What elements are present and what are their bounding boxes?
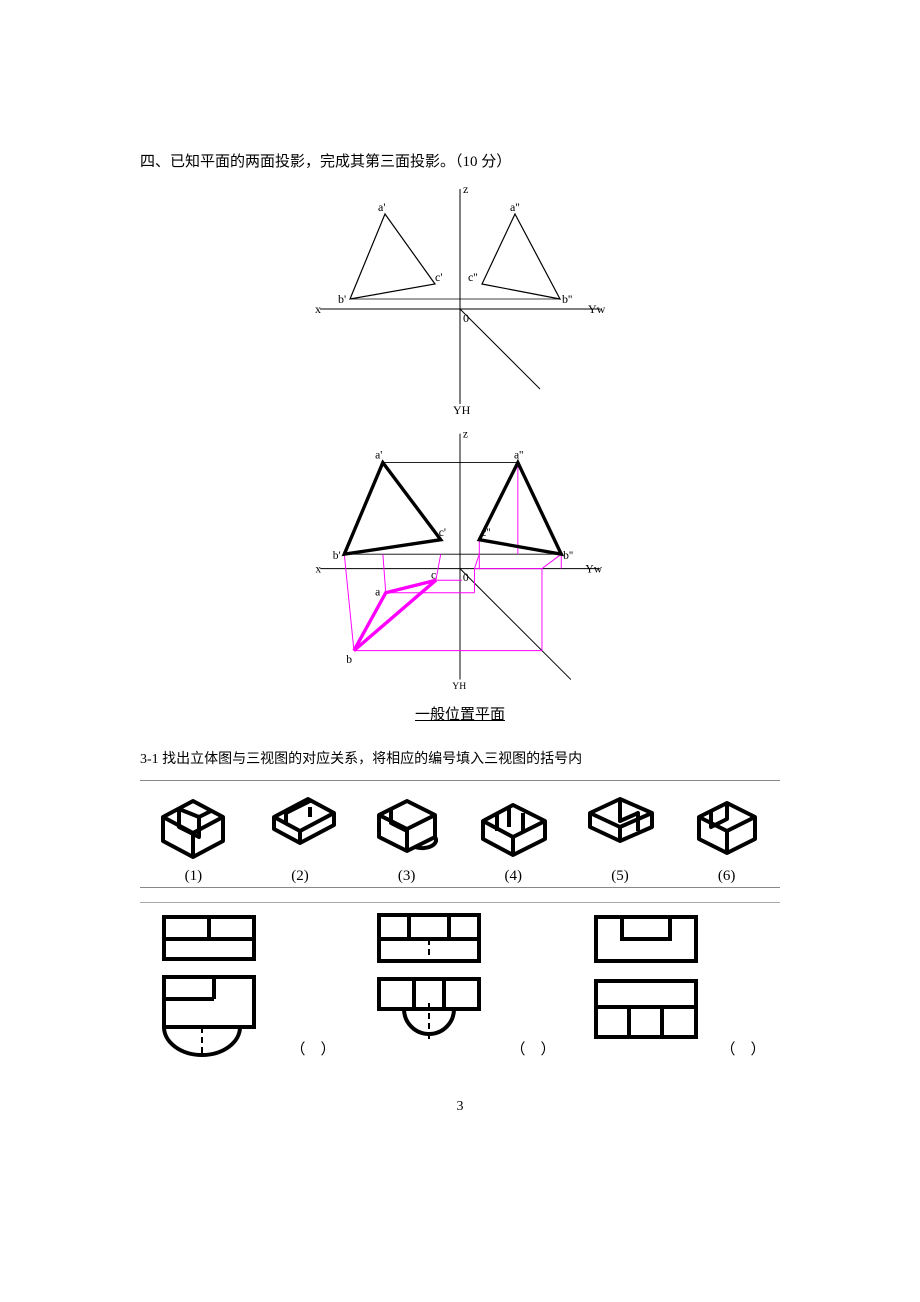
fig2-origin-label: 0	[463, 571, 469, 584]
answer-blank-2[interactable]: （ ）	[510, 1038, 555, 1059]
question-4-title: 四、已知平面的两面投影，完成其第三面投影。（10 分）	[140, 150, 780, 171]
iso-cell-2: (2)	[256, 787, 344, 885]
iso-cell-5: (5)	[576, 787, 664, 885]
ortho-cell-3: （ ）	[584, 909, 765, 1059]
fig2-a-prime: a'	[375, 449, 382, 462]
pt-c-prime: c'	[435, 270, 443, 284]
page-number: 3	[140, 1099, 780, 1115]
figure-1-wrap: z x Yw YH 0 a' b' c' a'' b'' c''	[140, 179, 780, 424]
origin-label: 0	[463, 311, 469, 325]
pt-a-dblprime: a''	[510, 200, 520, 214]
iso-label-2: (2)	[256, 868, 344, 885]
answer-blank-1[interactable]: （ ）	[290, 1038, 335, 1059]
divider	[140, 902, 780, 903]
axis-yh-label: YH	[453, 403, 471, 417]
pt-c-dblprime: c''	[468, 270, 478, 284]
q4-figure-1: z x Yw YH 0 a' b' c' a'' b'' c''	[310, 179, 610, 419]
figure-caption: 一般位置平面	[140, 703, 780, 724]
iso-label-3: (3)	[363, 868, 451, 885]
iso-cell-6: (6)	[683, 787, 771, 885]
fig2-yh-label: YH	[452, 681, 466, 692]
figure-2-wrap: z x Yw YH 0	[140, 424, 780, 699]
ortho-cell-1: （ ）	[154, 909, 335, 1059]
iso-label-5: (5)	[576, 868, 664, 885]
axis-yw-label: Yw	[588, 302, 606, 316]
fig2-b-prime: b'	[333, 549, 341, 562]
pt-b-dblprime: b''	[562, 292, 572, 306]
pt-b-prime: b'	[338, 292, 346, 306]
iso-cell-1: (1)	[149, 787, 237, 885]
axis-x-label: x	[315, 302, 321, 316]
iso-cell-3: (3)	[363, 787, 451, 885]
axis-z-label: z	[463, 182, 468, 196]
fig2-a-dblprime: a''	[514, 449, 523, 462]
iso-label-4: (4)	[469, 868, 557, 885]
isometric-row: (1) (2) (3)	[140, 780, 780, 888]
question-31-title: 3-1 找出立体图与三视图的对应关系，将相应的编号填入三视图的括号内	[140, 748, 780, 768]
fig2-c: c	[431, 568, 436, 581]
pt-a-prime: a'	[378, 200, 386, 214]
fig2-b-dblprime: b''	[563, 549, 573, 562]
fig2-c-dblprime: c''	[481, 526, 490, 539]
fig2-a: a	[375, 586, 380, 599]
answer-blank-3[interactable]: （ ）	[720, 1038, 765, 1059]
iso-cell-4: (4)	[469, 787, 557, 885]
fig2-z-label: z	[463, 428, 468, 441]
fig2-c-prime: c'	[439, 526, 446, 539]
fig2-x-label: x	[315, 563, 321, 576]
q4-figure-2: z x Yw YH 0	[305, 424, 615, 694]
iso-label-1: (1)	[149, 868, 237, 885]
iso-label-6: (6)	[683, 868, 771, 885]
ortho-cell-2: （ ）	[364, 909, 555, 1059]
fig2-b: b	[346, 653, 352, 666]
orthographic-row: （ ）	[140, 909, 780, 1059]
fig2-yw-label: Yw	[585, 563, 602, 576]
